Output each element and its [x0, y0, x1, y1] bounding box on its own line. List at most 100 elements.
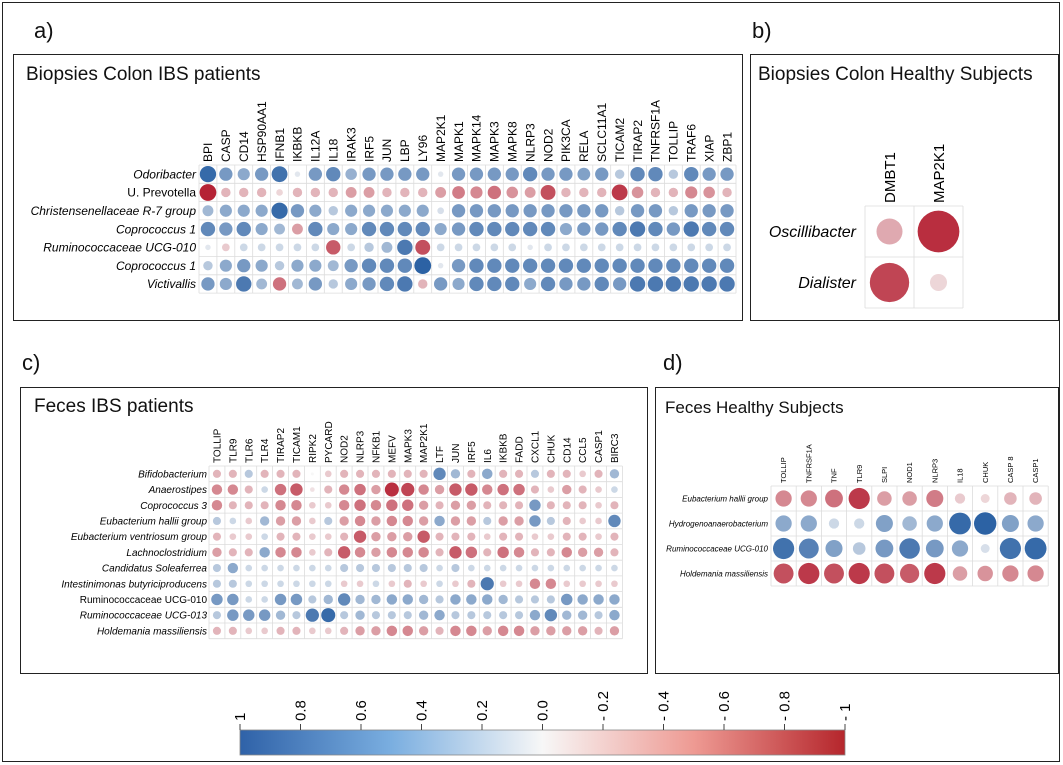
column-label: IRAK3 — [344, 127, 358, 162]
column-label: TICAM2 — [613, 118, 627, 162]
correlation-dot — [701, 258, 717, 273]
correlation-dot — [416, 204, 429, 217]
correlation-dot — [719, 221, 735, 237]
correlation-dot — [487, 258, 502, 273]
correlation-dot — [245, 533, 253, 540]
row-label: Dialister — [798, 275, 856, 292]
correlation-dot — [925, 539, 944, 558]
correlation-dot — [397, 239, 413, 256]
correlation-dot — [363, 187, 375, 198]
column-label: NFKB1 — [371, 430, 382, 463]
correlation-dot — [415, 239, 431, 255]
correlation-dot — [578, 532, 587, 541]
correlation-dot — [684, 204, 698, 218]
correlation-dot — [949, 512, 971, 535]
correlation-dot — [261, 627, 268, 635]
correlation-dot — [451, 167, 466, 181]
correlation-dot — [775, 515, 792, 532]
correlation-dot — [468, 564, 475, 572]
correlation-dot — [227, 609, 239, 621]
correlation-dot — [275, 610, 286, 620]
column-label: TLR6 — [244, 438, 255, 463]
correlation-dot — [466, 625, 477, 637]
correlation-dot — [684, 166, 699, 182]
column-label: CCL5 — [578, 437, 589, 463]
correlation-dot — [354, 547, 366, 558]
correlation-dot — [397, 276, 413, 292]
correlation-dot — [276, 189, 283, 196]
correlation-dot — [451, 611, 460, 620]
row-label: Coprococcus 1 — [116, 259, 196, 273]
correlation-dot — [579, 187, 589, 198]
correlation-dot — [980, 494, 990, 503]
correlation-dot — [271, 166, 288, 183]
colorbar-tick-label: 0.6 — [353, 700, 370, 721]
correlation-dot — [310, 487, 315, 492]
correlation-dot — [683, 276, 699, 292]
correlation-dot — [454, 243, 463, 252]
correlation-dot — [828, 518, 840, 529]
correlation-dot — [467, 532, 476, 541]
correlation-dot — [513, 483, 525, 496]
correlation-dot — [449, 483, 462, 496]
correlation-dot — [398, 204, 411, 217]
correlation-dot — [227, 562, 239, 574]
correlation-dot — [418, 500, 429, 510]
correlation-dot — [434, 222, 447, 236]
correlation-dot — [541, 204, 555, 218]
correlation-dot — [256, 278, 268, 290]
correlation-dot — [798, 562, 820, 585]
correlation-dot — [1002, 565, 1019, 582]
correlation-dot — [615, 243, 624, 252]
correlation-dot — [221, 187, 231, 198]
correlation-dot — [559, 277, 573, 291]
correlation-dot — [722, 187, 732, 198]
correlation-dot — [219, 167, 233, 181]
correlation-dot — [469, 167, 484, 181]
correlation-dot — [522, 258, 538, 273]
column-label: NOD1 — [905, 462, 914, 483]
correlation-dot — [558, 258, 574, 273]
correlation-dot — [951, 540, 969, 557]
correlation-dot — [292, 611, 301, 620]
correlation-dot — [875, 514, 893, 533]
correlation-dot — [544, 608, 558, 622]
correlation-dot — [434, 484, 445, 495]
correlation-dot — [917, 210, 960, 253]
correlation-dot — [472, 243, 481, 252]
column-label: TOLLIP — [779, 457, 788, 483]
correlation-dot — [562, 626, 572, 636]
correlation-dot — [437, 262, 444, 269]
correlation-dot — [291, 500, 302, 511]
column-label: CHUK — [546, 434, 557, 463]
correlation-dot — [577, 277, 591, 291]
colorbar-tick-label: - 0.8 — [777, 691, 794, 721]
correlation-dot — [397, 221, 413, 237]
column-label: IL12A — [309, 131, 323, 162]
row-label: Odoribacter — [133, 167, 197, 181]
correlation-dot — [595, 580, 602, 588]
correlation-dot — [277, 580, 284, 588]
correlation-dot — [499, 564, 507, 572]
correlation-dot — [255, 259, 268, 272]
correlation-dot — [562, 501, 571, 510]
correlation-dot — [212, 563, 222, 573]
correlation-dot — [561, 593, 573, 606]
correlation-dot — [546, 548, 555, 557]
colorbar-tick-label: 0.2 — [474, 700, 491, 721]
correlation-dot — [579, 580, 586, 588]
correlation-dot — [775, 490, 792, 507]
correlation-dot — [292, 532, 301, 541]
correlation-dot — [648, 221, 663, 237]
column-label: IRF5 — [467, 441, 478, 463]
row-label: Ruminococcaceae UCG-010 — [43, 241, 196, 255]
correlation-dot — [222, 243, 230, 252]
correlation-dot — [347, 243, 355, 252]
correlation-dot — [321, 608, 336, 623]
correlation-dot — [482, 484, 493, 495]
correlation-dot — [387, 469, 396, 478]
correlation-dot — [371, 516, 381, 526]
column-label: NLRP3 — [523, 123, 537, 162]
correlation-dot — [595, 517, 602, 525]
